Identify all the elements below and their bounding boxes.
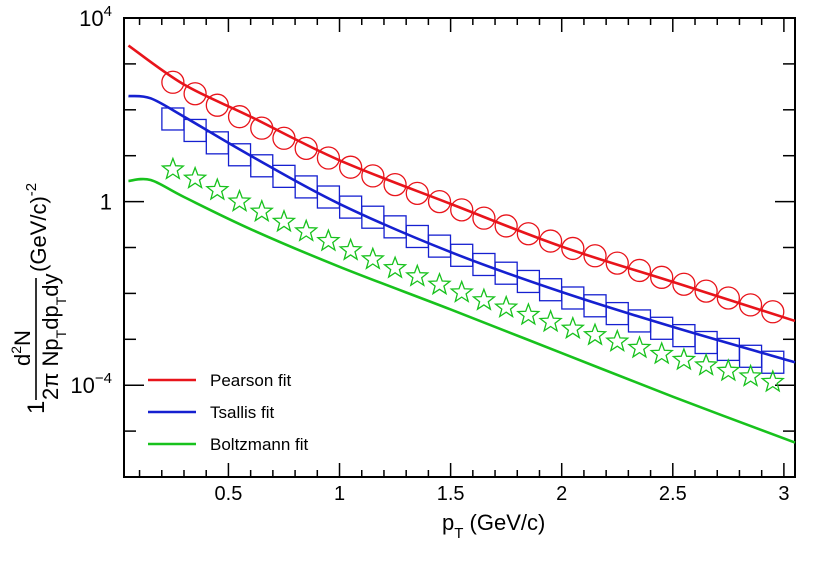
- data-point-circle: [694, 279, 718, 303]
- data-point-circle: [650, 265, 674, 289]
- data-point-circle: [472, 206, 496, 230]
- data-point-star: [271, 208, 297, 233]
- data-point-star: [760, 369, 785, 393]
- data-point-star: [560, 315, 586, 340]
- y-axis-title: 1 d2N 2π NpTdpTdy (GeV/c)-2: [8, 183, 69, 414]
- data-point-square: [761, 350, 785, 374]
- x-tick-label: 1: [334, 483, 345, 505]
- data-point-star: [360, 246, 386, 270]
- x-tick-label: 0.5: [215, 483, 243, 505]
- y-tick-label: 1: [100, 190, 112, 215]
- data-point-star: [293, 218, 319, 242]
- data-point-star: [738, 363, 763, 387]
- data-point-square: [338, 195, 363, 219]
- x-tick-label: 3: [778, 483, 789, 505]
- data-point-circle: [538, 229, 563, 253]
- data-point-circle: [738, 293, 763, 317]
- data-point-circle: [627, 258, 652, 283]
- data-point-star: [316, 228, 341, 252]
- data-point-star: [627, 335, 652, 359]
- y-tick-label: 104: [79, 3, 112, 31]
- data-point-star: [205, 177, 230, 201]
- data-point-square: [205, 131, 229, 155]
- x-tick-label: 2.5: [659, 483, 687, 505]
- data-point-star: [160, 156, 186, 180]
- fit-curve-pearson-fit: [127, 44, 796, 323]
- y-title-one: 1: [23, 401, 50, 414]
- x-tick-labels: 0.5 1 1.5 2 2.5 3: [215, 483, 790, 505]
- data-point-square: [272, 164, 296, 189]
- data-point-star: [582, 322, 608, 346]
- y-tick-label: 10−4: [70, 370, 112, 398]
- data-point-circle: [716, 286, 740, 310]
- data-point-circle: [272, 126, 296, 150]
- data-point-circle: [183, 82, 207, 106]
- data-point-circle: [516, 222, 541, 246]
- data-point-star: [693, 352, 719, 376]
- data-point-circle: [361, 164, 385, 188]
- data-point-star: [182, 165, 208, 190]
- data-point-circle: [338, 155, 363, 179]
- data-point-circle: [450, 198, 474, 222]
- data-point-circle: [494, 214, 518, 238]
- data-point-star: [471, 287, 497, 311]
- data-point-star: [716, 358, 741, 382]
- data-point-circle: [761, 300, 785, 324]
- y-title-denominator: 2π NpTdpTdy: [38, 273, 69, 400]
- data-point-star: [338, 237, 363, 261]
- data-point-circle: [250, 116, 274, 140]
- data-point-star: [649, 341, 674, 365]
- y-title-numerator: d2N: [8, 330, 35, 366]
- data-point-star: [405, 263, 430, 287]
- data-point-circle: [405, 181, 429, 205]
- y-tick-labels: 104 1 10−4: [70, 3, 112, 398]
- legend-label: Tsallis fit: [210, 403, 275, 422]
- data-point-star: [382, 255, 408, 279]
- data-point-star: [516, 302, 541, 326]
- data-point-circle: [316, 146, 341, 170]
- x-tick-label: 1.5: [437, 483, 465, 505]
- data-point-star: [449, 279, 474, 303]
- data-point-square: [183, 118, 207, 143]
- data-point-circle: [672, 272, 696, 296]
- legend-label: Boltzmann fit: [210, 435, 309, 454]
- data-point-circle: [294, 136, 318, 161]
- data-point-star: [671, 347, 697, 371]
- data-point-star: [538, 309, 563, 333]
- data-point-star: [227, 188, 252, 213]
- data-markers: [160, 70, 785, 393]
- data-point-star: [493, 294, 519, 319]
- data-point-circle: [205, 93, 229, 117]
- x-tick-label: 2: [556, 483, 567, 505]
- legend: Pearson fit Tsallis fit Boltzmann fit: [148, 371, 309, 454]
- data-point-star: [427, 271, 452, 296]
- y-title-units: (GeV/c)-2: [23, 183, 51, 272]
- data-point-circle: [161, 70, 185, 94]
- data-point-circle: [227, 105, 252, 129]
- axis-ticks: [124, 17, 795, 478]
- data-point-square: [427, 234, 452, 258]
- data-point-circle: [605, 251, 629, 275]
- fit-curve-boltzmann-fit: [128, 177, 796, 444]
- data-point-star: [605, 328, 630, 353]
- data-point-circle: [583, 244, 607, 268]
- legend-label: Pearson fit: [210, 371, 292, 390]
- data-point-circle: [383, 172, 407, 197]
- data-point-star: [249, 198, 274, 223]
- x-axis-title: pT (GeV/c): [442, 510, 545, 542]
- data-point-circle: [427, 189, 452, 214]
- data-point-circle: [561, 236, 585, 261]
